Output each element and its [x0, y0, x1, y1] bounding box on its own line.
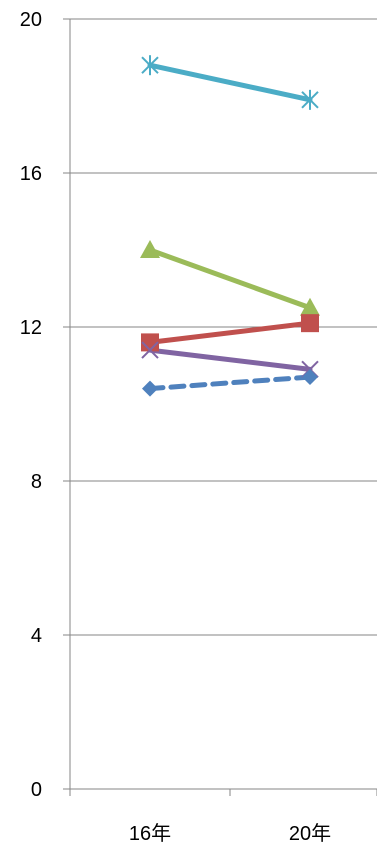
x-tick-label: 20年 — [289, 822, 331, 845]
series-markers — [140, 55, 320, 397]
tick-labels: 0 4 8 12 16 20 16年 20年 — [20, 9, 331, 845]
y-tick-label: 12 — [20, 317, 42, 339]
x-tick-label: 16年 — [129, 822, 171, 845]
y-tick-label: 20 — [20, 9, 42, 31]
gridlines — [70, 18, 377, 636]
series-line-1 — [147, 62, 313, 103]
axes — [63, 18, 377, 796]
data-point-diamond — [302, 369, 318, 386]
data-point-x — [141, 341, 159, 359]
data-point-triangle — [300, 297, 320, 316]
y-tick-label: 4 — [31, 625, 42, 647]
data-point-star — [301, 89, 319, 110]
data-point-star — [141, 55, 159, 76]
y-tick-label: 0 — [31, 779, 42, 801]
series-line-2 — [147, 247, 313, 311]
data-point-diamond — [142, 380, 158, 397]
y-tick-label: 8 — [31, 471, 42, 493]
series-line-4 — [147, 347, 313, 372]
data-point-triangle — [140, 240, 160, 258]
series-line-5 — [147, 374, 313, 392]
data-point-square — [301, 314, 319, 333]
series-lines — [147, 62, 313, 392]
y-tick-label: 16 — [20, 163, 42, 185]
series-line-3 — [147, 320, 313, 345]
